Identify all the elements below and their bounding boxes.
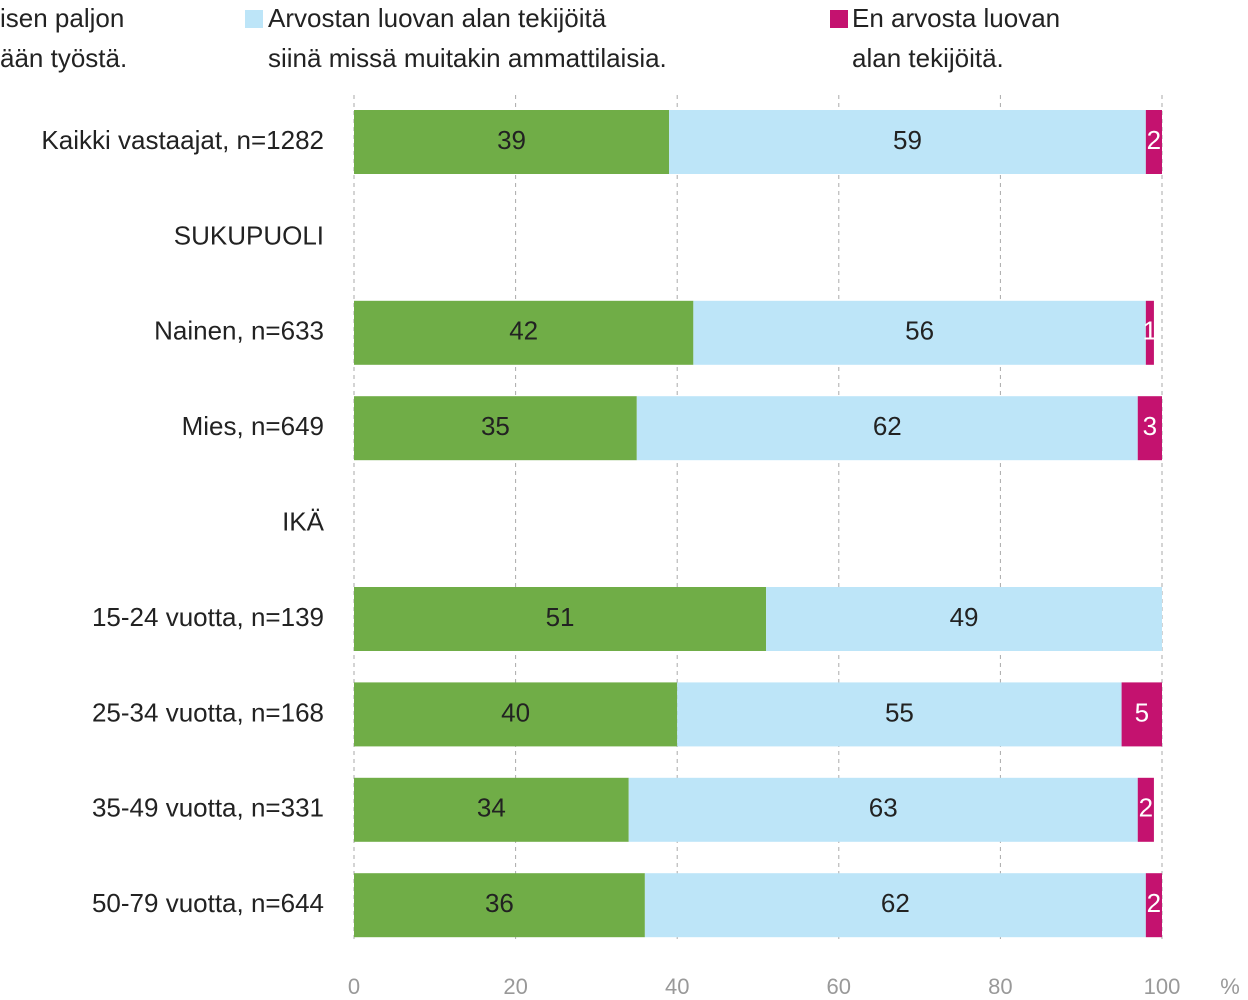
bar-segment bbox=[636, 396, 1138, 461]
data-label: 5 bbox=[1135, 697, 1149, 727]
data-label: 42 bbox=[509, 316, 538, 346]
bar-segment bbox=[354, 300, 694, 365]
y-tick-label: 15-24 vuotta, n=139 bbox=[92, 602, 324, 632]
legend-label: isen paljon ään työstä. bbox=[0, 3, 128, 73]
bar-segment bbox=[354, 396, 637, 461]
y-tick-label: IKÄ bbox=[282, 506, 325, 536]
bar-segment bbox=[693, 300, 1146, 365]
data-label: 63 bbox=[869, 793, 898, 823]
y-tick-label: 50-79 vuotta, n=644 bbox=[92, 888, 324, 918]
data-label: 36 bbox=[485, 888, 514, 918]
bar-segment bbox=[628, 777, 1138, 842]
legend-label: En arvosta luovan alan tekijöitä. bbox=[852, 3, 1061, 73]
data-label: 2 bbox=[1139, 793, 1153, 823]
data-label: 2 bbox=[1147, 888, 1161, 918]
bar-segment bbox=[1137, 777, 1154, 842]
bar-segment bbox=[354, 682, 678, 747]
x-tick-label: 40 bbox=[665, 974, 689, 999]
data-label: 34 bbox=[477, 793, 506, 823]
bar-segment bbox=[1121, 682, 1162, 747]
y-tick-label: Mies, n=649 bbox=[182, 411, 324, 441]
data-label: 49 bbox=[950, 602, 979, 632]
bar-segment bbox=[1137, 396, 1162, 461]
y-tick-label: Nainen, n=633 bbox=[154, 316, 324, 346]
bar-segment bbox=[354, 777, 629, 842]
y-tick-label: Kaikki vastaajat, n=1282 bbox=[41, 125, 324, 155]
bar-segment bbox=[644, 873, 1146, 938]
legend-swatch bbox=[830, 10, 848, 28]
data-label: 56 bbox=[905, 316, 934, 346]
bar-segment bbox=[669, 110, 1146, 174]
bar-segment bbox=[1145, 110, 1162, 174]
data-label: 39 bbox=[497, 125, 526, 155]
bar-segment bbox=[1145, 873, 1162, 938]
bar-segment bbox=[354, 873, 645, 938]
bar-segment bbox=[354, 587, 767, 651]
data-label: 2 bbox=[1147, 125, 1161, 155]
legend-label: Arvostan luovan alan tekijöitä siinä mis… bbox=[268, 3, 667, 73]
x-tick-label: 80 bbox=[988, 974, 1012, 999]
data-label: 1 bbox=[1143, 316, 1157, 346]
x-tick-label: 0 bbox=[348, 974, 360, 999]
data-label: 62 bbox=[881, 888, 910, 918]
data-label: 35 bbox=[481, 411, 510, 441]
data-label: 40 bbox=[501, 697, 530, 727]
data-label: 62 bbox=[873, 411, 902, 441]
legend-swatch bbox=[245, 10, 263, 28]
y-tick-label: SUKUPUOLI bbox=[174, 220, 324, 250]
y-tick-label: 25-34 vuotta, n=168 bbox=[92, 697, 324, 727]
bar-segment bbox=[354, 110, 670, 174]
bar-segment bbox=[766, 587, 1162, 651]
x-tick-label: 100 bbox=[1144, 974, 1181, 999]
data-label: 51 bbox=[546, 602, 575, 632]
x-tick-label: 60 bbox=[827, 974, 851, 999]
data-label: 59 bbox=[893, 125, 922, 155]
y-tick-label: 35-49 vuotta, n=331 bbox=[92, 793, 324, 823]
x-tick-label: 20 bbox=[503, 974, 527, 999]
x-axis-unit: % bbox=[1220, 974, 1240, 999]
bar-segment bbox=[1145, 300, 1154, 365]
data-label: 3 bbox=[1143, 411, 1157, 441]
data-label: 55 bbox=[885, 697, 914, 727]
bar-segment bbox=[677, 682, 1122, 747]
